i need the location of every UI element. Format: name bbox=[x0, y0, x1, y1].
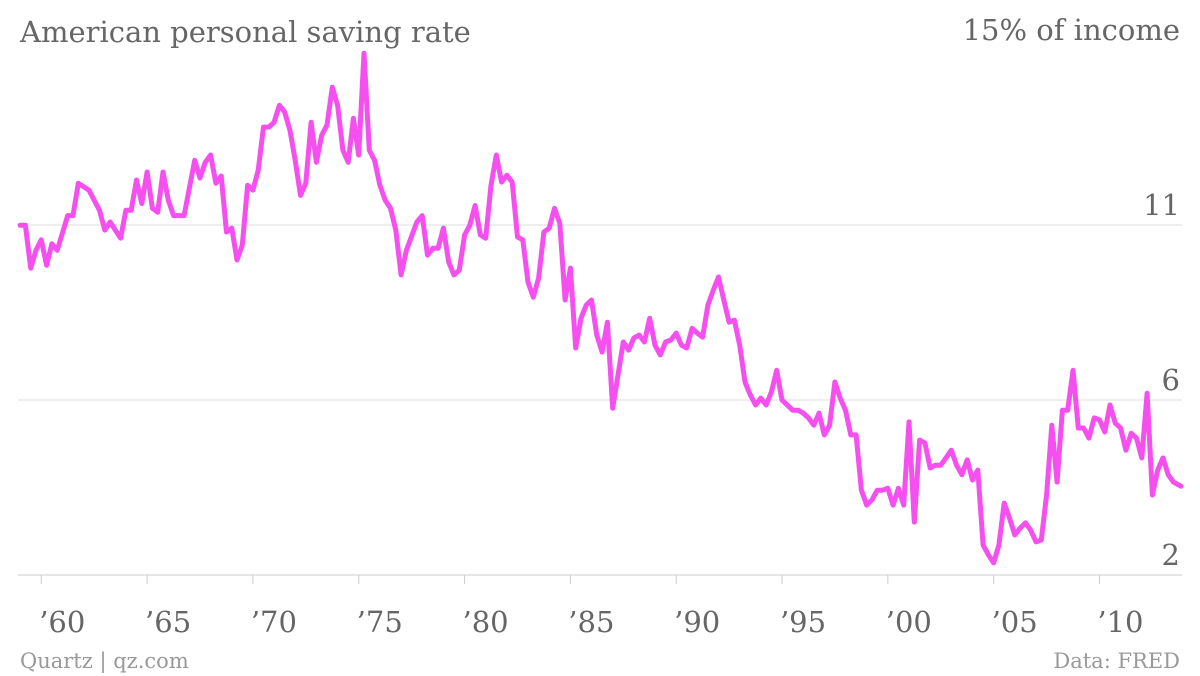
x-tick-label: ’80 bbox=[462, 605, 508, 639]
y-tick-label: 6 bbox=[1162, 363, 1180, 397]
x-tick-label: ’05 bbox=[992, 605, 1038, 639]
x-tick-label: ’00 bbox=[886, 605, 932, 639]
x-tick-label: ’70 bbox=[251, 605, 297, 639]
y-tick-label: 15% of income bbox=[963, 13, 1180, 47]
line bbox=[17, 50, 1184, 566]
x-tick-label: ’95 bbox=[780, 605, 826, 639]
x-tick-label: ’75 bbox=[357, 605, 403, 639]
y-tick-label: 11 bbox=[1143, 188, 1180, 222]
y-tick-label: 2 bbox=[1162, 538, 1180, 572]
credit: Quartz | qz.com bbox=[20, 649, 189, 674]
x-tick-label: ’85 bbox=[568, 605, 614, 639]
source: Data: FRED bbox=[1053, 649, 1180, 673]
x-tick-label: ’60 bbox=[39, 605, 85, 639]
chart-title: American personal saving rate bbox=[19, 15, 471, 49]
x-tick-label: ’65 bbox=[145, 605, 191, 639]
x-tick-label: ’90 bbox=[674, 605, 720, 639]
x-tick-label: ’10 bbox=[1097, 605, 1143, 639]
